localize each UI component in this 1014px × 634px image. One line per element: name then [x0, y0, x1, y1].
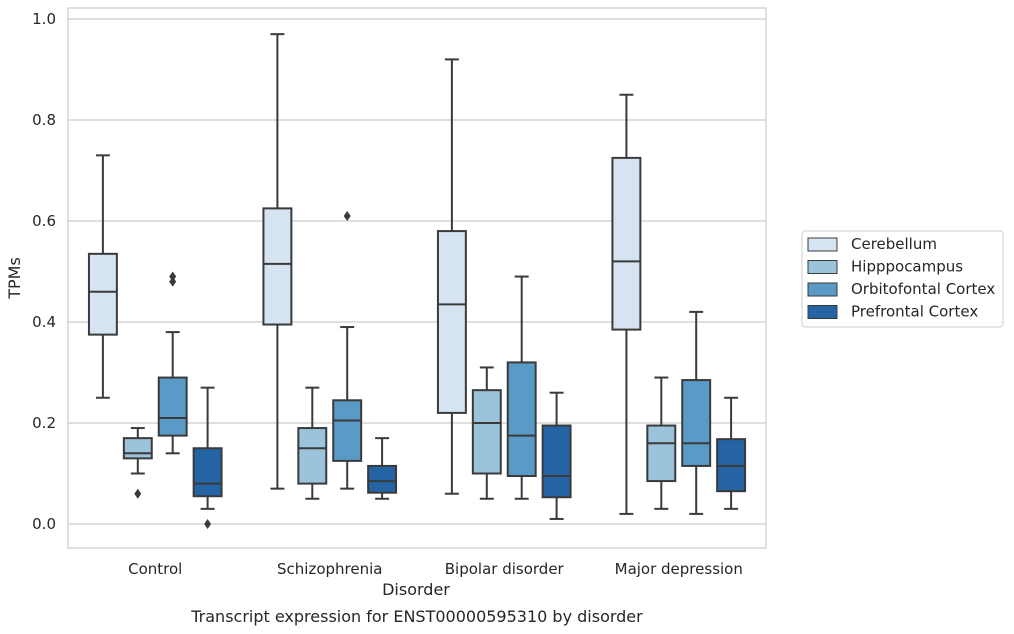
box-hipppocampus — [471, 366, 502, 500]
box-body — [262, 207, 293, 326]
outlier-point — [343, 210, 351, 221]
outlier-point — [204, 519, 212, 529]
legend-frame — [801, 230, 1004, 328]
x-axis-title: Disorder — [382, 580, 450, 599]
y-tick-label: 1.0 — [32, 10, 56, 28]
legend-label: Orbitofontal Cortex — [851, 280, 995, 298]
box-body — [192, 447, 223, 498]
box-body — [157, 376, 188, 437]
box-body — [681, 379, 712, 467]
box-cerebellum — [87, 154, 118, 399]
legend-label: Cerebellum — [851, 235, 937, 253]
legend-swatch — [807, 260, 838, 274]
plot-area-frame — [67, 7, 767, 549]
box-body — [87, 252, 118, 336]
box-body — [436, 230, 467, 414]
box-prefrontal-cortex — [192, 386, 223, 529]
y-axis-ticks: 0.0 0.2 0.4 0.6 0.8 1.0 — [32, 10, 56, 533]
legend-swatch — [807, 237, 838, 252]
box-cerebellum — [611, 93, 642, 515]
box-body — [541, 424, 572, 499]
outlier-point — [169, 271, 177, 282]
legend: Cerebellum Hipppocampus Orbitofontal Corte… — [801, 230, 1004, 328]
y-tick-label: 0.6 — [32, 212, 56, 230]
box-prefrontal-cortex — [716, 396, 747, 510]
x-tick-label: Schizophrenia — [277, 560, 382, 578]
box-orbitofontal-cortex — [157, 271, 188, 455]
x-tick-label: Major depression — [615, 560, 743, 578]
box-cerebellum — [436, 58, 467, 495]
box-hipppocampus — [297, 386, 328, 500]
y-tick-label: 0.2 — [32, 414, 56, 432]
chart-caption: Transcript expression for ENST0000059531… — [190, 607, 643, 626]
box-orbitofontal-cortex — [681, 310, 712, 515]
box-body — [611, 156, 642, 331]
x-tick-label: Control — [128, 560, 182, 578]
x-tick-label: Bipolar disorder — [445, 560, 565, 578]
legend-swatch — [807, 282, 838, 297]
box-prefrontal-cortex — [367, 437, 398, 500]
legend-label: Hipppocampus — [851, 258, 963, 276]
box-orbitofontal-cortex — [506, 275, 537, 500]
y-tick-label: 0.4 — [32, 313, 56, 331]
box-plot-series — [87, 33, 747, 529]
box-body — [297, 427, 328, 485]
box-orbitofontal-cortex — [332, 210, 363, 490]
box-hipppocampus — [646, 376, 677, 510]
outlier-point — [134, 488, 142, 499]
box-body — [332, 399, 363, 462]
y-tick-label: 0.0 — [32, 515, 56, 533]
y-axis-title: TPMs — [5, 257, 24, 300]
legend-swatch — [807, 305, 838, 319]
box-body — [506, 361, 537, 478]
box-hipppocampus — [122, 427, 153, 499]
box-prefrontal-cortex — [541, 391, 572, 520]
box-body — [471, 389, 502, 475]
box-body — [122, 437, 153, 460]
outlier-point — [169, 276, 177, 287]
x-axis-ticks: Control Schizophrenia Bipolar disorder Majo… — [128, 560, 743, 578]
box-body — [367, 464, 398, 494]
y-tick-label: 0.8 — [32, 111, 56, 129]
legend-label: Prefrontal Cortex — [851, 303, 978, 321]
box-body — [646, 424, 677, 483]
box-cerebellum — [262, 33, 293, 490]
